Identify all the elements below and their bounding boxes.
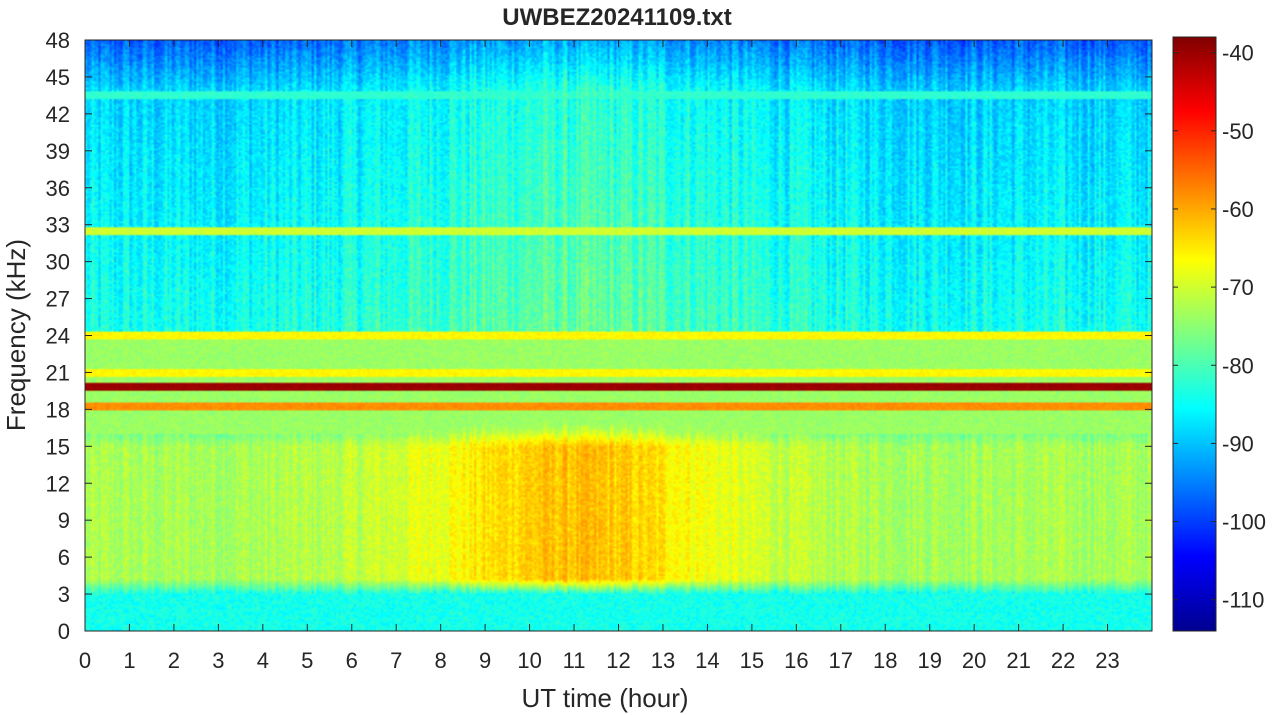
colorbar-tick-label: -70 [1222, 275, 1254, 300]
y-axis-label: Frequency (kHz) [1, 239, 31, 431]
x-axis-ticks: 0 1 2 3 4 5 6 7 8 9 10 11 12 13 14 15 16 17 18 19 20 21 22 23 [79, 40, 1120, 673]
x-tick-label: 6 [346, 648, 358, 673]
y-tick-label: 36 [46, 176, 70, 201]
y-tick-label: 30 [46, 250, 70, 275]
spectrogram-image [85, 40, 1152, 631]
x-tick-label: 4 [257, 648, 269, 673]
x-tick-label: 23 [1095, 648, 1119, 673]
y-tick-label: 27 [46, 287, 70, 312]
colorbar-gradient [1172, 36, 1217, 632]
colorbar-tick-label: -60 [1222, 197, 1254, 222]
y-tick-label: 24 [46, 324, 70, 349]
x-tick-label: 18 [873, 648, 897, 673]
x-tick-label: 5 [301, 648, 313, 673]
y-tick-label: 21 [46, 360, 70, 385]
colorbar-tick-label: -100 [1222, 510, 1266, 535]
colorbar-tick-label: -90 [1222, 431, 1254, 456]
x-tick-label: 11 [563, 648, 586, 673]
x-tick-label: 7 [390, 648, 402, 673]
colorbar-ticks: -110 -100 -90 -80 -70 -60 -50 -40 [1173, 41, 1266, 613]
colorbar-tick-label: -80 [1222, 353, 1254, 378]
y-tick-label: 3 [58, 582, 70, 607]
colorbar-tick-label: -110 [1222, 588, 1264, 613]
x-tick-label: 3 [212, 648, 224, 673]
y-tick-label: 0 [58, 619, 70, 644]
y-tick-label: 45 [46, 65, 70, 90]
x-tick-label: 20 [962, 648, 986, 673]
colorbar-tick-label: -40 [1222, 41, 1254, 66]
x-tick-label: 9 [479, 648, 491, 673]
y-tick-label: 9 [58, 508, 70, 533]
x-tick-label: 22 [1051, 648, 1075, 673]
x-tick-label: 17 [829, 648, 853, 673]
plot-area [84, 39, 1153, 632]
x-tick-label: 21 [1006, 648, 1030, 673]
x-tick-label: 14 [695, 648, 719, 673]
y-tick-label: 33 [46, 213, 70, 238]
x-tick-label: 13 [651, 648, 675, 673]
x-tick-label: 1 [123, 648, 135, 673]
y-tick-label: 48 [46, 28, 70, 53]
x-axis-label: UT time (hour) [521, 683, 688, 713]
x-tick-label: 15 [740, 648, 764, 673]
colorbar-tick-label: -50 [1222, 119, 1254, 144]
x-tick-label: 16 [784, 648, 808, 673]
x-tick-label: 19 [917, 648, 941, 673]
y-tick-label: 6 [58, 545, 70, 570]
colorbar: -110 -100 -90 -80 -70 -60 -50 -40 [1172, 36, 1266, 632]
x-tick-label: 2 [168, 648, 180, 673]
chart-title: UWBEZ20241109.txt [502, 4, 731, 31]
x-tick-label: 10 [517, 648, 541, 673]
y-tick-label: 15 [46, 434, 70, 459]
y-tick-label: 12 [46, 471, 70, 496]
x-tick-label: 12 [606, 648, 630, 673]
y-tick-label: 39 [46, 139, 70, 164]
x-tick-label: 0 [79, 648, 91, 673]
y-tick-label: 18 [46, 397, 70, 422]
y-tick-label: 42 [46, 102, 70, 127]
x-tick-label: 8 [435, 648, 447, 673]
